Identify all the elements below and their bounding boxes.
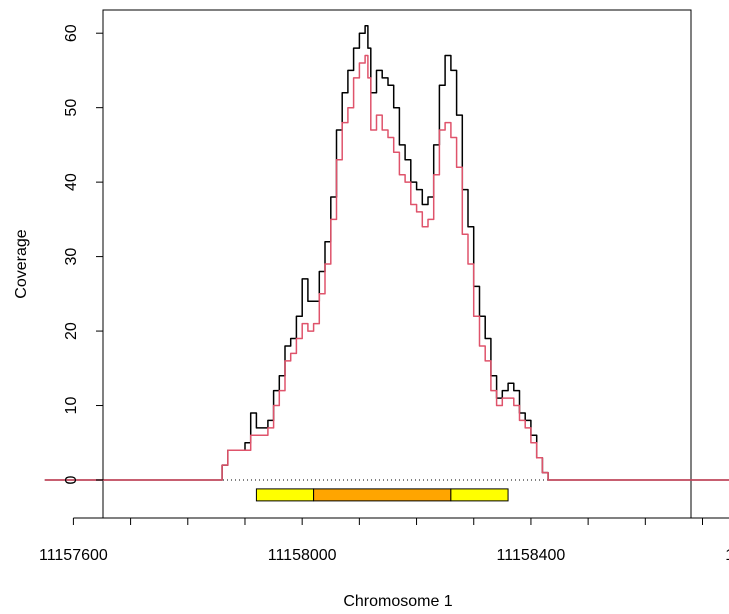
x-tick-label: 11158000: [268, 547, 337, 564]
plot-frame: [102, 9, 692, 519]
coverage-line-1: [44, 54, 729, 481]
x-tick-label: 11158800: [725, 547, 729, 564]
y-axis-title: Coverage: [13, 229, 30, 298]
x-tick-label: 11157600: [39, 547, 108, 564]
y-tick-label: 10: [63, 397, 80, 415]
y-tick-label: 50: [63, 99, 80, 117]
y-tick-label: 20: [63, 322, 80, 340]
x-tick-label: 11158400: [497, 547, 566, 564]
feature-bar: [313, 488, 452, 502]
x-axis-title: Chromosome 1: [343, 593, 452, 610]
coverage-series: [44, 25, 729, 481]
y-tick-label: 40: [63, 173, 80, 191]
feature-bars: [255, 488, 509, 502]
x-axis: 11157600 11158000 11158400 11158800: [39, 517, 729, 564]
y-tick-label: 60: [63, 24, 80, 42]
coverage-line-0: [44, 25, 729, 481]
feature-bar: [255, 488, 315, 502]
y-tick-label: 0: [63, 475, 80, 484]
y-axis: 0 10 20 30 40 50 60: [63, 24, 104, 484]
y-tick-label: 30: [63, 248, 80, 266]
feature-bar: [450, 488, 509, 502]
